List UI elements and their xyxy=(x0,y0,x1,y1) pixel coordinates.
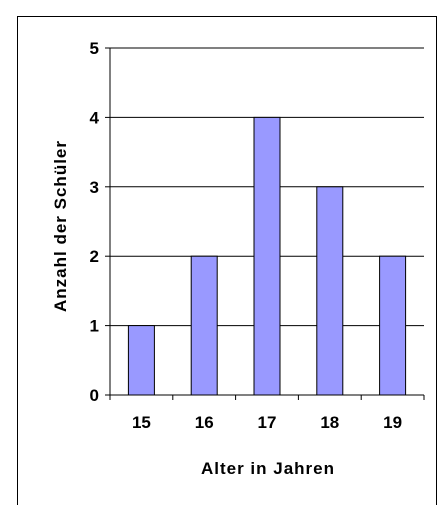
y-tick-label: 0 xyxy=(90,386,99,405)
tick-labels: 0 1 2 3 4 5 15 16 17 18 19 xyxy=(90,39,403,432)
x-tick-label: 19 xyxy=(383,413,402,432)
axes xyxy=(105,47,425,400)
y-tick-label: 4 xyxy=(90,108,100,127)
bar-15 xyxy=(127,325,155,396)
y-tick-label: 3 xyxy=(90,178,99,197)
x-tick-label: 16 xyxy=(195,413,214,432)
chart-frame xyxy=(17,16,437,505)
y-tick-label: 1 xyxy=(90,317,99,336)
bar-16 xyxy=(190,255,218,396)
bar-19 xyxy=(379,255,407,396)
y-axis-title: Anzahl der Schüler xyxy=(51,140,70,312)
bar-18 xyxy=(316,186,344,396)
y-tick-label: 5 xyxy=(90,39,99,58)
bar-17 xyxy=(253,116,281,396)
x-axis-title: Alter in Jahren xyxy=(201,459,335,478)
x-tick-label: 18 xyxy=(320,413,339,432)
y-tick-label: 2 xyxy=(90,247,99,266)
x-tick-label: 17 xyxy=(258,413,277,432)
bars xyxy=(127,116,407,396)
x-tick-label: 15 xyxy=(132,413,151,432)
